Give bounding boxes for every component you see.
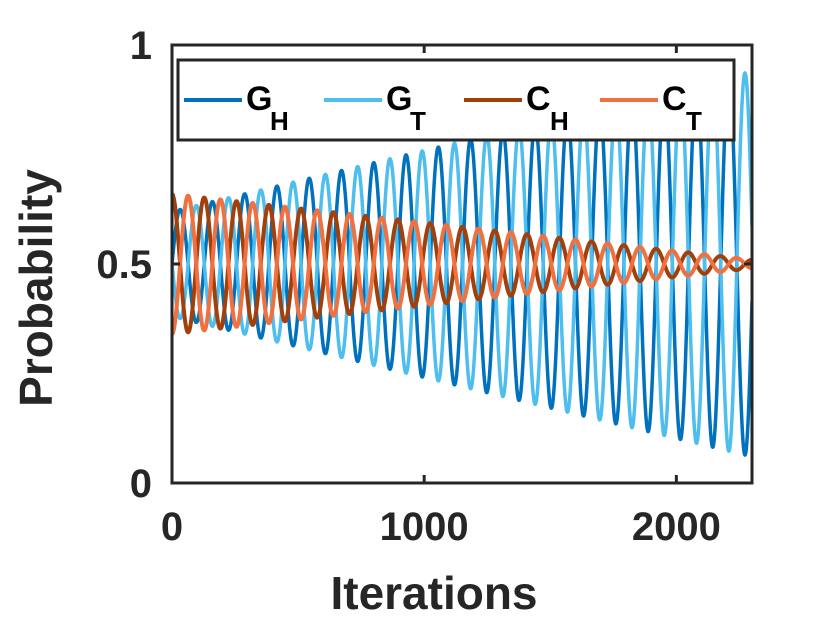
y-tick-label: 0.5 (96, 243, 152, 287)
legend-label-c-h: C (526, 80, 551, 118)
x-axis-title: Iterations (330, 567, 537, 619)
legend-subscript-c-h: H (550, 106, 569, 136)
legend-label-g-t: G (386, 80, 412, 118)
series-layer (172, 71, 752, 457)
legend-subscript-c-t: T (686, 106, 702, 136)
tick-layer: 0 1000 2000 0 0.5 1 (96, 24, 752, 549)
legend-subscript-g-h: H (270, 106, 289, 136)
x-tick-label: 0 (161, 505, 183, 549)
series-line-c-t (172, 193, 752, 336)
y-axis-title: Probability (10, 169, 62, 407)
y-tick-label: 0 (130, 462, 152, 506)
x-tick-label: 1000 (380, 505, 469, 549)
series-line-c-h (172, 192, 752, 335)
series-line-g-t (172, 71, 752, 453)
legend-subscript-g-t: T (410, 106, 426, 136)
x-tick-label: 2000 (632, 505, 721, 549)
y-tick-label: 1 (130, 24, 152, 68)
legend-label-g-h: G (246, 80, 272, 118)
legend-label-c-t: C (662, 80, 687, 118)
